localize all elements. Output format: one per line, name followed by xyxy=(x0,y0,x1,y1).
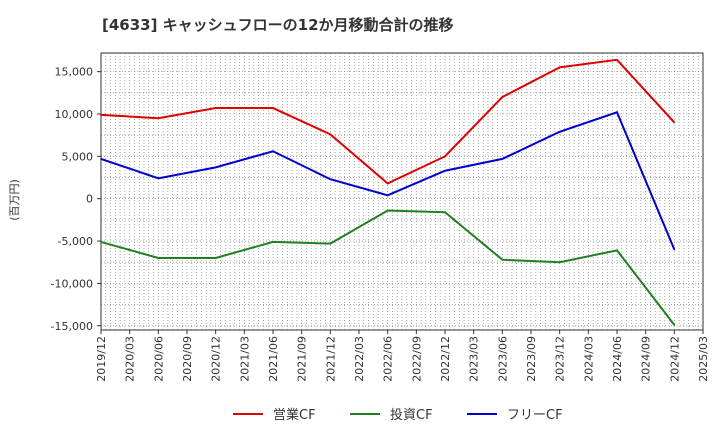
chart-title: [4633] キャッシュフローの12か月移動合計の推移 xyxy=(102,16,454,34)
data-point xyxy=(157,257,160,259)
data-point xyxy=(444,155,446,158)
x-tick-label: 2023/03 xyxy=(468,336,481,382)
data-point xyxy=(329,242,332,245)
y-tick-label: 5,000 xyxy=(62,150,94,163)
y-tick-label: -5,000 xyxy=(58,235,93,248)
plot-frame xyxy=(100,52,704,331)
grid-lines xyxy=(100,53,704,330)
data-point xyxy=(214,107,217,109)
x-tick-label: 2020/12 xyxy=(210,336,223,382)
x-tick-label: 2025/03 xyxy=(697,336,710,382)
data-point xyxy=(272,241,274,243)
data-point xyxy=(558,130,561,133)
data-point xyxy=(100,114,102,116)
x-axis-ticks: 2019/12 2020/03 2020/06 2020/09 2020/12 2021/… xyxy=(95,330,710,382)
data-point xyxy=(272,107,274,109)
x-tick-label: 2023/06 xyxy=(496,336,509,382)
x-tick-label: 2022/12 xyxy=(439,336,452,382)
legend: 営業CF 投資CF フリーCF xyxy=(233,407,563,423)
data-point xyxy=(329,178,332,181)
data-point xyxy=(558,261,561,264)
data-point xyxy=(100,241,102,243)
data-point xyxy=(272,150,274,153)
x-tick-label: 2023/09 xyxy=(525,336,538,382)
x-tick-label: 2022/09 xyxy=(410,336,423,382)
data-point xyxy=(100,158,102,160)
y-tick-label: -15,000 xyxy=(51,320,93,333)
x-tick-label: 2024/09 xyxy=(640,336,653,382)
data-point xyxy=(157,117,160,120)
data-point xyxy=(673,121,676,124)
data-point xyxy=(386,209,389,212)
y-axis-ticks: 15,000 10,000 5,000 0 -5,000 -10,000 -15,000 xyxy=(51,66,101,333)
data-point xyxy=(386,182,389,185)
x-tick-label: 2023/12 xyxy=(554,336,567,382)
x-tick-label: 2021/03 xyxy=(238,336,251,382)
series-lines xyxy=(100,58,676,326)
x-tick-label: 2020/06 xyxy=(152,336,165,382)
data-point xyxy=(501,258,504,261)
y-axis-label: (百万円) xyxy=(8,179,21,221)
data-point xyxy=(157,177,160,180)
legend-label: 投資CF xyxy=(390,407,433,423)
y-tick-label: 10,000 xyxy=(55,108,94,121)
series-line xyxy=(100,111,676,250)
data-point xyxy=(673,248,676,251)
x-tick-label: 2024/03 xyxy=(582,336,595,382)
x-tick-label: 2024/12 xyxy=(668,336,681,382)
data-point xyxy=(673,324,676,326)
data-point xyxy=(501,96,504,98)
data-point xyxy=(616,58,618,61)
x-tick-label: 2024/06 xyxy=(611,336,624,382)
data-point xyxy=(616,249,618,252)
x-tick-label: 2022/06 xyxy=(382,336,395,382)
x-tick-label: 2020/09 xyxy=(181,336,194,382)
data-point xyxy=(501,158,504,160)
data-point xyxy=(386,194,389,197)
y-tick-label: 0 xyxy=(86,193,93,206)
y-tick-label: -10,000 xyxy=(51,277,93,290)
x-tick-label: 2022/03 xyxy=(353,336,366,382)
x-tick-label: 2021/09 xyxy=(296,336,309,382)
x-tick-label: 2021/12 xyxy=(324,336,337,382)
data-point xyxy=(214,166,217,169)
data-point xyxy=(616,111,618,114)
data-point xyxy=(214,257,217,259)
legend-label: 営業CF xyxy=(273,407,316,423)
legend-label: フリーCF xyxy=(507,408,563,423)
x-tick-label: 2020/03 xyxy=(124,336,137,382)
data-point xyxy=(329,133,332,136)
data-point xyxy=(558,66,561,69)
x-tick-label: 2021/06 xyxy=(267,336,280,382)
data-point xyxy=(444,169,446,172)
x-tick-label: 2019/12 xyxy=(95,336,108,382)
data-point xyxy=(444,211,446,214)
y-tick-label: 15,000 xyxy=(55,66,94,79)
